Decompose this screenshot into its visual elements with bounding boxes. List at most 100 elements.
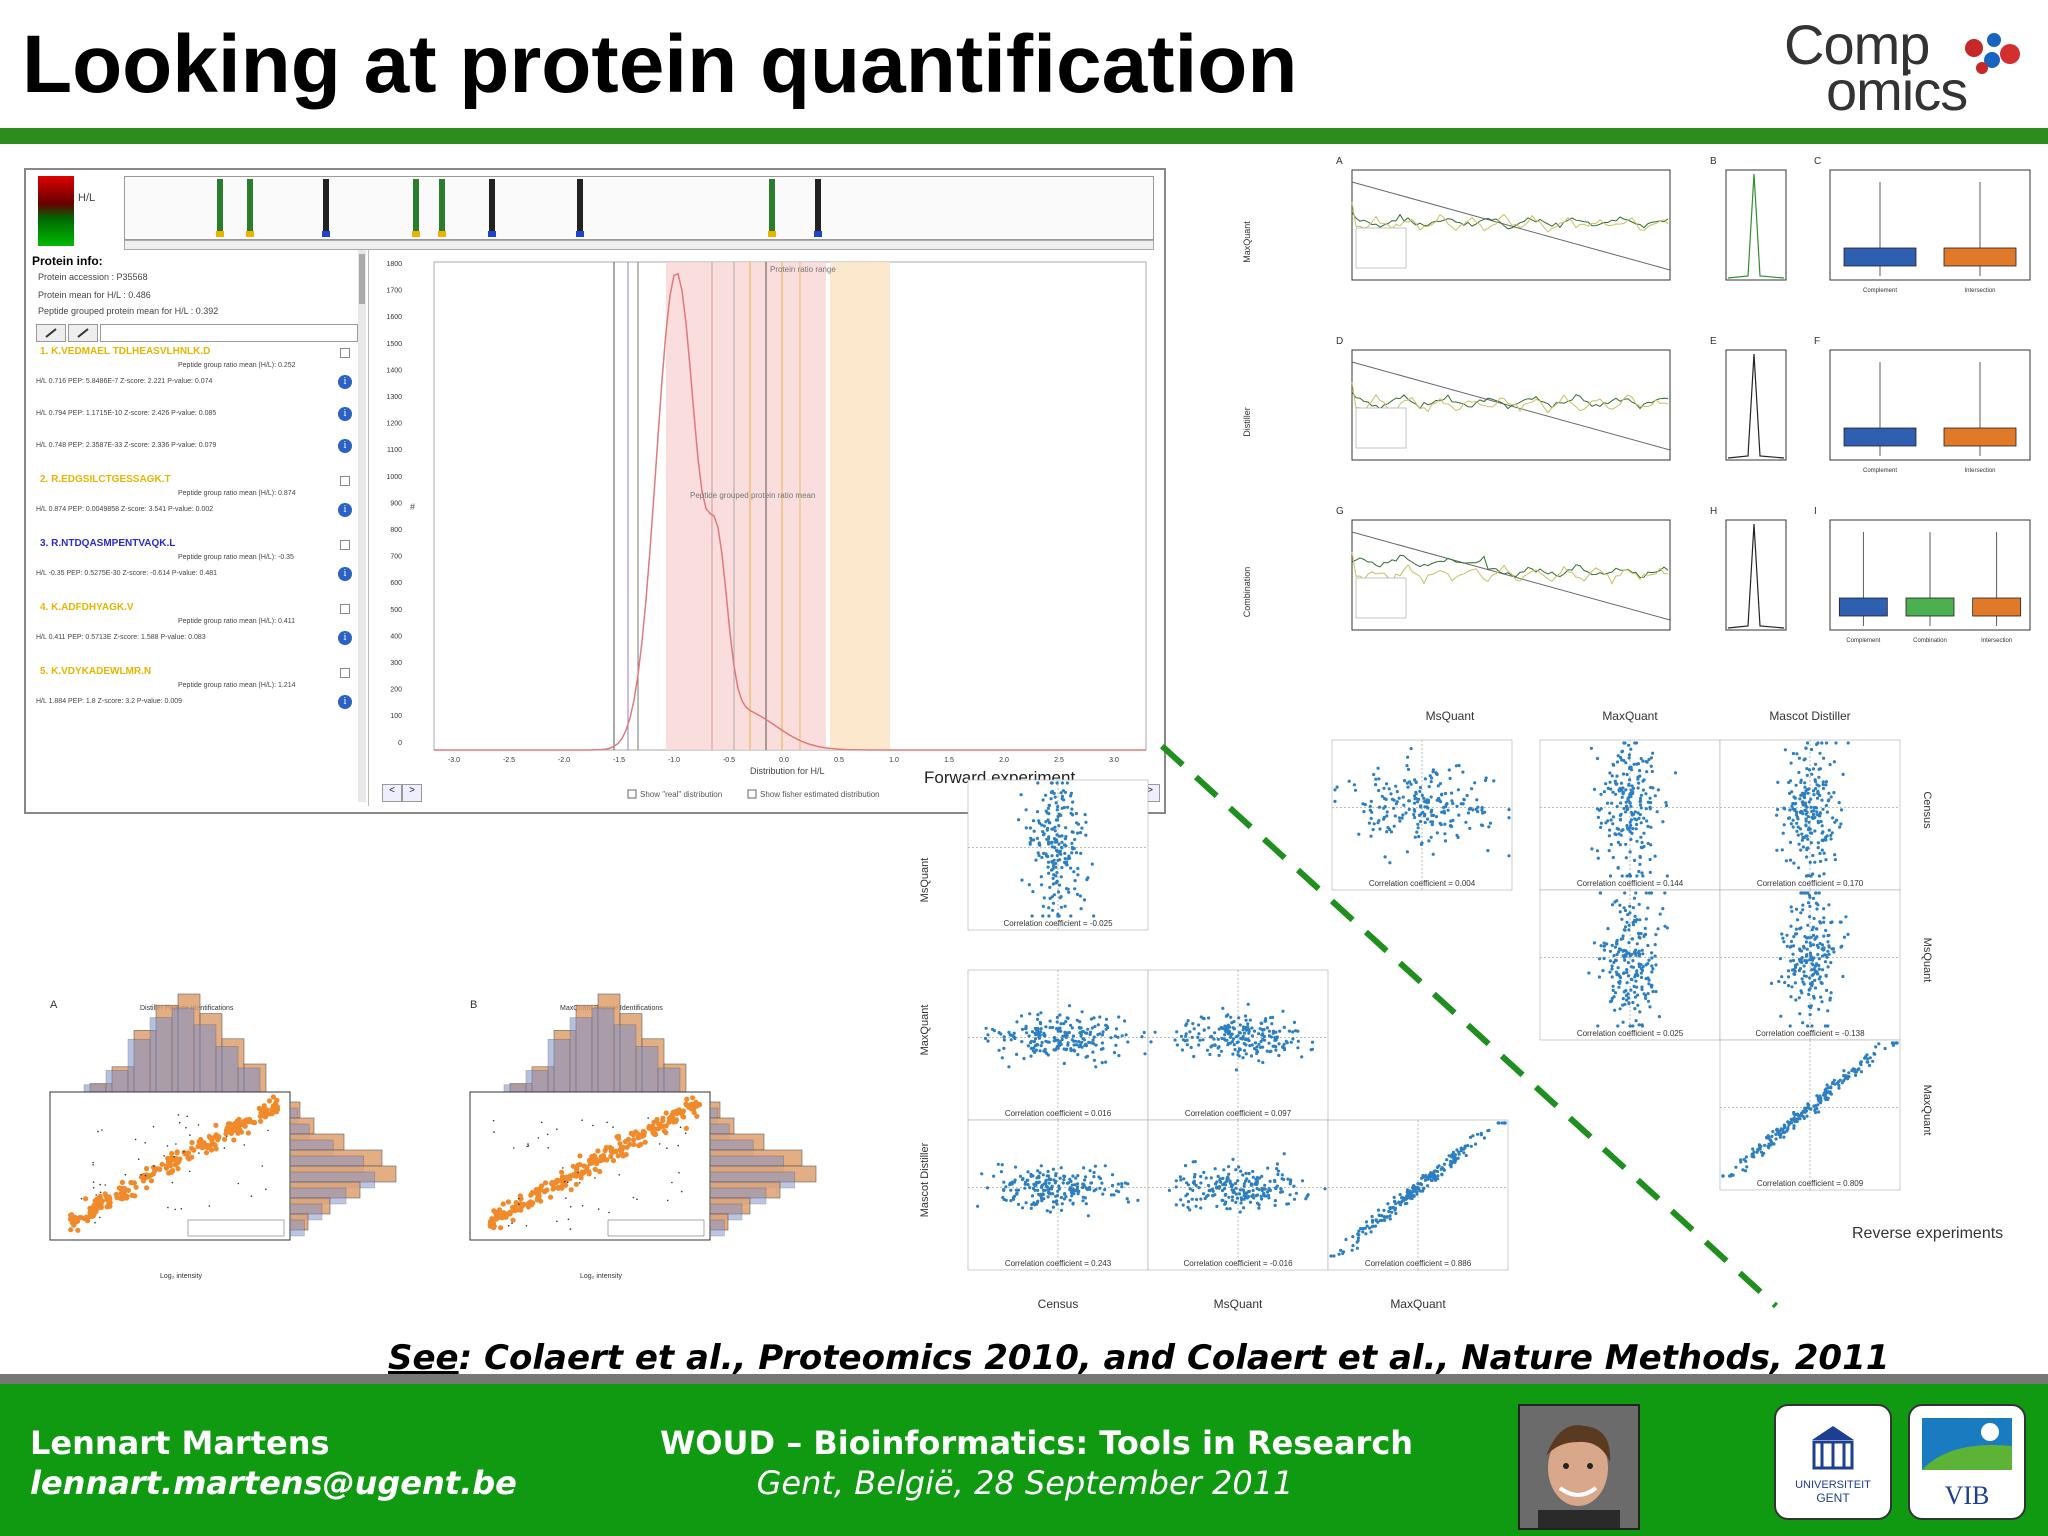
peptide-checkbox[interactable] [340,604,350,614]
histo-scatter-point [577,1172,584,1178]
edit2-button[interactable] [68,324,98,342]
peptide-header[interactable]: 4. K.ADFDHYAGK.V [40,602,134,613]
scatter-point [1007,1065,1011,1069]
histo-scatter-point [694,1103,700,1109]
scatter-point [1599,944,1603,948]
scatter-point [1051,876,1055,880]
info-icon[interactable]: i [338,631,352,645]
scatter-point [1804,961,1808,965]
scatter-point [1650,970,1654,974]
histo-scatter-point-grey [153,1165,155,1167]
scatter-point [1047,1040,1051,1044]
scatter-point [1639,932,1643,936]
next-button[interactable]: > [402,784,422,802]
protein-sequence-bar[interactable] [124,176,1154,240]
histo-scatter-point [119,1187,125,1194]
scatter-point [1039,1196,1044,1201]
scatter-point [1182,1177,1186,1181]
peptide-row[interactable]: H/L 1.884 PEP: 1.8 Z-score: 3.2 P-value:… [36,698,183,705]
peptide-row[interactable]: H/L 0.794 PEP: 1.1715E-10 Z-score: 2.426… [36,410,217,417]
scatter-point [1267,1041,1271,1045]
scatter-point [1608,1000,1613,1004]
scatter-point [1664,801,1668,805]
peptide-row[interactable]: H/L 0.411 PEP: 0.5713E Z-score: 1.588 P-… [36,634,206,641]
histo-scatter-point-grey [250,1195,253,1197]
histogram-ytick: 700 [390,554,402,561]
scatter-point [1044,1025,1048,1029]
histo-scatter-point-grey [636,1198,638,1200]
scatter-point [1435,1169,1440,1174]
scatter-point [1829,991,1833,995]
peptide-row[interactable]: H/L -0.35 PEP: 0.5275E-30 Z-score: -0.61… [36,570,218,577]
peptide-header[interactable]: 1. K.VEDMAEL TDLHEASVLHNLK.D [40,346,211,357]
info-icon[interactable]: i [338,407,352,421]
scatter-point [1063,904,1067,908]
scatter-point [1793,981,1797,985]
histo-scatter-point [264,1107,270,1113]
histogram-ytick: 800 [390,527,402,534]
scatter-point [1036,1199,1040,1203]
prev-button[interactable]: < [382,784,402,802]
histo-scatter-point-grey [492,1119,495,1122]
peptide-checkbox[interactable] [340,668,350,678]
forward-row-label: MsQuant [919,858,931,903]
info-icon[interactable]: i [338,375,352,389]
scatter-point [1286,1177,1290,1181]
mad-row-label: MaxQuant [1242,221,1252,263]
scatter-point [1050,895,1054,899]
scatter-point [1300,1179,1305,1183]
sequence-scrollbar[interactable] [124,240,1154,250]
scatter-point [1126,1182,1130,1186]
peptide-row[interactable]: H/L 0.874 PEP: 0.0049858 Z-score: 3.541 … [36,506,214,513]
scatter-point [1029,838,1033,842]
peptide-header[interactable]: 2. R.EDGSILCTGESSAGK.T [40,474,171,485]
info-icon[interactable]: i [338,439,352,453]
scatter-point [1617,985,1621,989]
histo-scatter-point-grey [511,1222,513,1225]
peptide-row[interactable]: H/L 0.748 PEP: 2.3587E-33 Z-score: 2.336… [36,442,217,449]
scatter-point [1800,838,1804,842]
scatter-point [1036,1181,1040,1185]
info-icon[interactable]: i [338,567,352,581]
peptide-checkbox[interactable] [340,476,350,486]
scatter-point [1275,1167,1279,1171]
scatter-point [1796,817,1800,821]
peptide-checkbox[interactable] [340,348,350,358]
info-icon[interactable]: i [338,503,352,517]
scatter-point [1092,1058,1096,1062]
edit-button[interactable] [36,324,66,342]
histo-scatter-point [209,1140,216,1146]
scatter-point [1830,1081,1835,1086]
scatter-point [1363,1226,1367,1230]
peptide-row[interactable]: H/L 0.716 PEP: 5.8486E-7 Z-score: 2.221 … [36,378,213,385]
filter-input[interactable] [100,324,358,342]
scatter-point [1394,784,1398,788]
scatter-point [1190,1197,1194,1201]
scatter-point [1020,878,1024,882]
peptide-header[interactable]: 3. R.NTDQASMPENTVAQK.L [40,538,176,549]
histo-scatter-point [148,1178,155,1184]
scatter-point [1646,962,1650,966]
real-distribution-checkbox[interactable] [627,789,637,799]
fisher-distribution-checkbox[interactable] [747,789,757,799]
scatter-point [1205,1048,1210,1052]
scatter-point [1622,955,1626,959]
info-icon[interactable]: i [338,695,352,709]
scatter-point [1227,1165,1231,1169]
peptide-list-scrollbar[interactable] [358,250,366,802]
scatter-point [1076,1053,1080,1057]
scatter-point [1046,1169,1050,1174]
scatter-point [1810,980,1814,985]
scatter-point [1770,1134,1774,1138]
scatter-point [1437,1164,1441,1168]
scatter-point [1184,1034,1188,1038]
scatter-point [1044,820,1048,824]
author-email[interactable]: lennart.martens@ugent.be [30,1464,517,1502]
scatter-point [1741,1168,1745,1172]
scatter-point [1045,828,1049,832]
peptide-checkbox[interactable] [340,540,350,550]
scatter-point [1636,993,1640,997]
scatter-point [1827,952,1831,956]
peptide-header[interactable]: 5. K.VDYKADEWLMR.N [40,666,152,677]
scatter-point [1610,964,1614,968]
